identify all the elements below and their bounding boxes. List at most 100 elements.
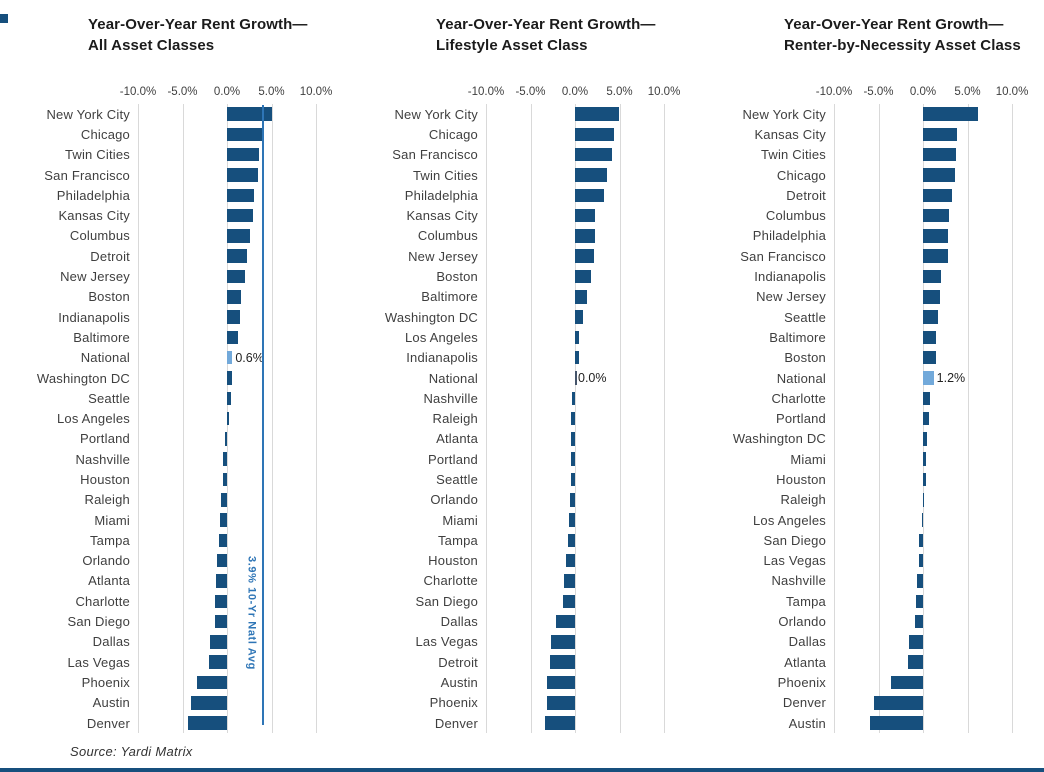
chart-panel-renter-by-necessity: Year-Over-Year Rent Growth— Renter-by-Ne… bbox=[696, 0, 1044, 740]
row-track bbox=[834, 469, 1012, 489]
gridline bbox=[878, 104, 880, 734]
bar-metro bbox=[227, 147, 260, 162]
row-track bbox=[138, 632, 316, 652]
row-track bbox=[834, 611, 1012, 631]
row-label: San Francisco bbox=[392, 147, 478, 163]
row-label: Kansas City bbox=[406, 208, 478, 224]
bar-metro bbox=[923, 269, 941, 284]
row-track bbox=[138, 652, 316, 672]
row-track bbox=[138, 266, 316, 286]
chart-row: Orlando bbox=[0, 551, 348, 571]
chart-row: Portland bbox=[0, 429, 348, 449]
chart-row: New York City bbox=[696, 104, 1044, 124]
bar-metro bbox=[225, 432, 227, 446]
row-label: Orlando bbox=[430, 492, 478, 508]
bar-metro bbox=[915, 594, 923, 609]
bar-metro bbox=[575, 269, 592, 284]
plot-area: New York City Chicago Twin Cities San Franc… bbox=[0, 104, 348, 734]
bar-metro bbox=[227, 229, 251, 243]
bar-metro bbox=[227, 330, 238, 345]
axis-tick: -10.0% bbox=[119, 86, 157, 98]
row-track bbox=[486, 713, 664, 733]
corner-accent-square bbox=[0, 14, 8, 23]
row-label: Dallas bbox=[92, 634, 130, 650]
row-track bbox=[834, 571, 1012, 591]
chart-row: Atlanta bbox=[348, 429, 696, 449]
row-label: Charlotte bbox=[771, 390, 826, 406]
gridline bbox=[138, 104, 139, 734]
row-label: Nashville bbox=[423, 390, 478, 406]
chart-row: Raleigh bbox=[348, 408, 696, 428]
gridline bbox=[530, 104, 532, 734]
chart-row: Kansas City bbox=[348, 205, 696, 225]
row-track bbox=[834, 185, 1012, 205]
row-label: San Diego bbox=[415, 593, 478, 609]
bar-metro bbox=[214, 614, 227, 629]
row-label: Columbus bbox=[417, 228, 478, 244]
bar-metro bbox=[923, 147, 956, 162]
row-track bbox=[138, 205, 316, 225]
bar-metro bbox=[227, 107, 272, 121]
row-label: Philadelphia bbox=[752, 228, 826, 244]
plot-area: New York City Chicago San Francisco Twin Ci… bbox=[348, 104, 696, 734]
row-track bbox=[138, 490, 316, 510]
row-track bbox=[834, 246, 1012, 266]
row-track bbox=[834, 449, 1012, 469]
bar-metro bbox=[564, 574, 575, 588]
row-track bbox=[834, 490, 1012, 510]
row-track bbox=[486, 104, 664, 124]
chart-row: San Diego bbox=[348, 591, 696, 611]
bar-metro bbox=[568, 513, 575, 527]
row-track bbox=[834, 205, 1012, 225]
bar-national bbox=[575, 371, 577, 385]
bar-metro bbox=[923, 391, 931, 406]
bar-metro bbox=[220, 493, 227, 507]
chart-row: Boston bbox=[348, 266, 696, 286]
chart-row: Orlando bbox=[348, 490, 696, 510]
bar-metro bbox=[916, 574, 923, 588]
chart-row: Orlando bbox=[696, 611, 1044, 631]
chart-row: Los Angeles bbox=[348, 327, 696, 347]
row-label: Nashville bbox=[771, 573, 826, 589]
chart-row: Chicago bbox=[0, 124, 348, 144]
chart-row: Chicago bbox=[348, 124, 696, 144]
bar-metro bbox=[556, 614, 575, 629]
row-track bbox=[834, 348, 1012, 368]
row-label: Washington DC bbox=[36, 370, 130, 386]
row-label: Atlanta bbox=[436, 431, 478, 447]
chart-row: Detroit bbox=[348, 652, 696, 672]
gridline bbox=[967, 104, 969, 734]
row-label: Miami bbox=[442, 512, 478, 528]
row-track bbox=[834, 693, 1012, 713]
chart-title-line2: All Asset Classes bbox=[88, 37, 215, 54]
row-label: Orlando bbox=[82, 553, 130, 569]
chart-row: Austin bbox=[696, 713, 1044, 733]
bar-metro bbox=[227, 168, 259, 182]
row-track bbox=[834, 104, 1012, 124]
row-track bbox=[138, 591, 316, 611]
bar-metro bbox=[572, 391, 575, 406]
bar-metro bbox=[567, 533, 575, 548]
row-label: Boston bbox=[784, 350, 826, 366]
chart-row: San Francisco bbox=[0, 165, 348, 185]
chart-row: National 0.6% bbox=[0, 348, 348, 368]
row-label: Columbus bbox=[765, 208, 826, 224]
bar-metro bbox=[216, 574, 227, 588]
row-track bbox=[834, 165, 1012, 185]
chart-row: Kansas City bbox=[696, 124, 1044, 144]
x-axis-ticks: -10.0% -5.0% 0.0% 5.0% 10.0% bbox=[816, 86, 1029, 102]
row-label: San Diego bbox=[67, 614, 130, 630]
row-label: Portland bbox=[79, 431, 130, 447]
row-track bbox=[834, 652, 1012, 672]
gridline bbox=[1012, 104, 1013, 734]
bar-metro bbox=[923, 229, 948, 243]
bar-metro bbox=[575, 188, 605, 203]
row-label: Detroit bbox=[438, 654, 478, 670]
chart-row: Dallas bbox=[0, 632, 348, 652]
chart-row: Las Vegas bbox=[348, 632, 696, 652]
row-label: Dallas bbox=[788, 634, 826, 650]
chart-row: Austin bbox=[348, 672, 696, 692]
bar-metro bbox=[227, 371, 233, 385]
bar-metro bbox=[571, 452, 575, 466]
row-label: Boston bbox=[88, 289, 130, 305]
